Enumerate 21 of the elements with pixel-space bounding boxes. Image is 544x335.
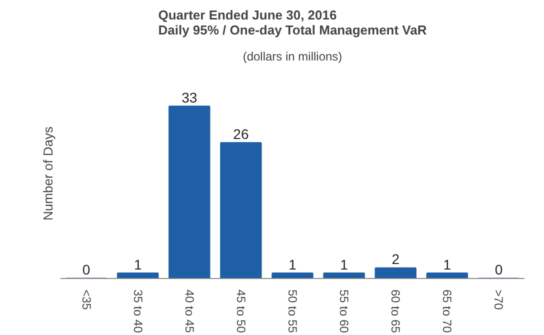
data-label: 1 [340, 256, 348, 272]
x-tick-label: 55 to 60 [337, 290, 352, 334]
x-tick-label: 50 to 55 [286, 290, 300, 334]
chart-subtitle: (dollars in millions) [242, 50, 342, 64]
data-label: 1 [134, 256, 142, 272]
x-tick-label: 45 to 50 [234, 290, 248, 334]
x-tick-label: 60 to 65 [388, 290, 403, 334]
x-tick-label: >70 [492, 290, 506, 310]
x-tick-label: <35 [79, 290, 94, 310]
data-label: 33 [182, 89, 198, 106]
y-axis-title: Number of Days [40, 126, 56, 220]
data-label: 0 [494, 262, 503, 278]
x-tick-label: 40 to 45 [182, 290, 196, 334]
chart-title: Quarter Ended June 30, 2016 Daily 95% / One-day Total Management VaR [158, 8, 428, 38]
data-label: 2 [392, 251, 400, 268]
data-label: 0 [82, 262, 90, 278]
data-label: 1 [443, 256, 452, 272]
x-tick-label: 65 to 70 [440, 290, 454, 334]
data-label: 1 [288, 256, 297, 272]
data-label: 26 [233, 126, 249, 142]
x-tick-label: 35 to 40 [130, 290, 145, 334]
